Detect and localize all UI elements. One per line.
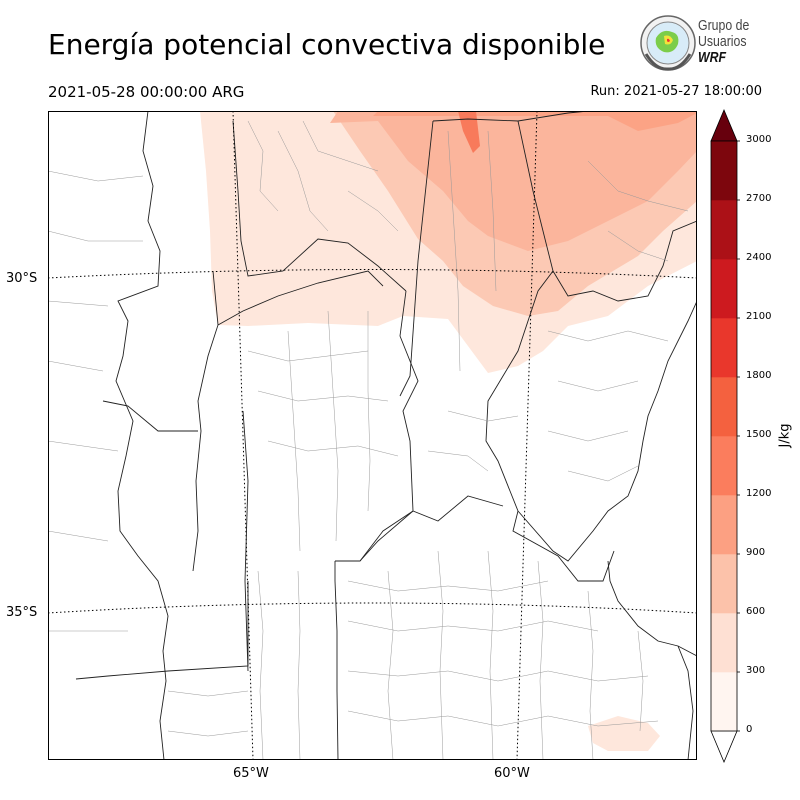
colorbar	[710, 108, 740, 764]
santiago-boundary	[232, 120, 407, 292]
san-luis-boundary	[242, 410, 249, 672]
lat-label-30s: 30°S	[6, 271, 38, 286]
colorbar-extend-high	[710, 108, 738, 142]
colorbar-tick-label: 1500	[746, 429, 772, 440]
santiago-cordoba	[217, 270, 384, 326]
chile-argentina-border	[115, 111, 169, 760]
valid-time: 2021-05-28 00:00:00 ARG	[48, 83, 245, 101]
graticule	[48, 111, 697, 760]
colorbar-segment	[711, 436, 737, 496]
santa-fe-chaco	[399, 120, 434, 397]
globe-logo-icon	[640, 15, 696, 71]
logo-line-3: WRF	[698, 49, 727, 66]
boundaries	[75, 111, 697, 760]
colorbar-segment	[711, 259, 737, 319]
lat-label-35s: 35°S	[6, 605, 38, 620]
cape-shading	[200, 111, 697, 751]
colorbar-tick-label: 2400	[746, 252, 772, 263]
map-panel	[48, 111, 697, 760]
colorbar-segment	[711, 613, 737, 673]
corrientes-border	[552, 220, 697, 302]
lon-60w-line	[516, 111, 538, 760]
lon-label-65w: 65°W	[233, 766, 269, 781]
colorbar-tick-label: 0	[746, 724, 753, 735]
run-time: Run: 2021-05-27 18:00:00	[590, 84, 762, 99]
colorbar-tick-label: 2100	[746, 311, 772, 322]
atlantic-coast	[677, 645, 694, 760]
uruguay-river	[517, 300, 697, 562]
colorbar-extend-low	[710, 730, 738, 764]
santa-fe-east	[485, 120, 554, 512]
lon-65w-line	[232, 111, 254, 760]
mendoza-boundary	[102, 400, 198, 432]
lat-30s-line	[48, 269, 697, 279]
colorbar-segment	[711, 495, 737, 555]
cape-level-600-900	[373, 111, 697, 131]
colorbar-tick-label: 900	[746, 547, 766, 558]
colorbar-segment	[711, 200, 737, 260]
colorbar-segment	[711, 141, 737, 201]
cordoba-east	[359, 290, 419, 562]
cape-level-0-300-south	[588, 716, 660, 751]
entre-rios-south	[512, 510, 615, 582]
buenos-aires-north	[335, 495, 504, 562]
logo-line-1: Grupo de	[698, 17, 750, 34]
department-boundaries	[48, 120, 689, 760]
lon-label-60w: 60°W	[494, 766, 530, 781]
colorbar-segment	[711, 377, 737, 437]
cape-level-900-1200	[458, 111, 480, 153]
colorbar-tick-label: 1800	[746, 370, 772, 381]
colorbar-tick-label: 3000	[746, 134, 772, 145]
buenos-aires-west	[334, 561, 339, 760]
colorbar-segment	[711, 554, 737, 614]
chart-title: Energía potencial convectiva disponible	[48, 28, 606, 61]
wrf-users-logo: Grupo de Usuarios WRF	[638, 14, 760, 74]
cape-level-300-600-b	[330, 111, 697, 251]
la-pampa-north	[75, 581, 249, 680]
catamarca-la-rioja	[192, 270, 219, 572]
logo-line-2: Usuarios	[698, 33, 747, 50]
colorbar-tick-label: 1200	[746, 488, 772, 499]
colorbar-tick-label: 300	[746, 665, 766, 676]
colorbar-label: J/kg	[777, 423, 793, 448]
map-frame	[48, 111, 697, 760]
colorbar-segment	[711, 318, 737, 378]
colorbar-segment	[711, 672, 737, 732]
colorbar-tick-label: 600	[746, 606, 766, 617]
colorbar-tick-label: 2700	[746, 193, 772, 204]
lat-35s-line	[48, 602, 697, 614]
